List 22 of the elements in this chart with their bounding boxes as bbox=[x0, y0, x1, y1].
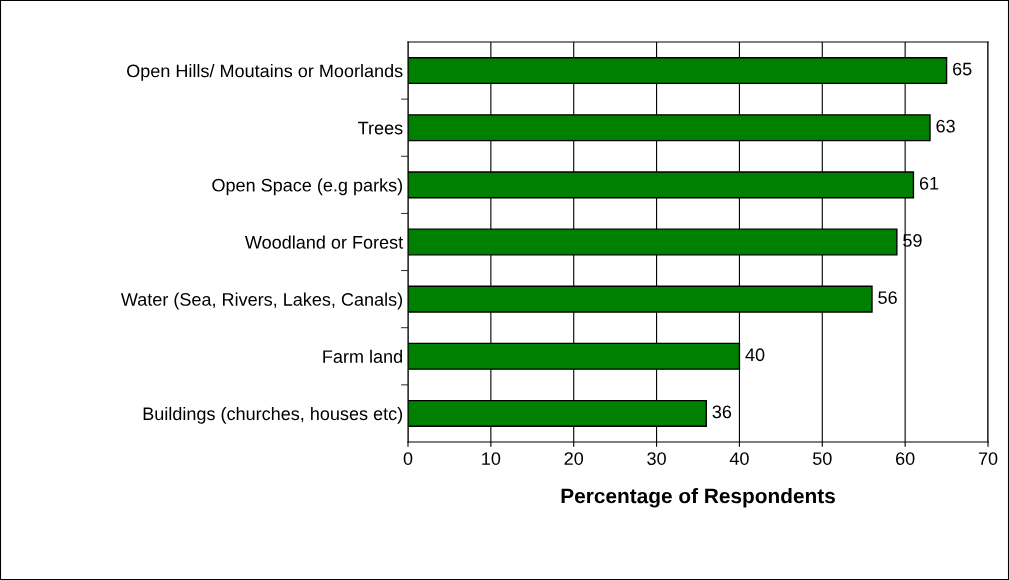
x-tick-label: 40 bbox=[729, 452, 749, 465]
data-label: 63 bbox=[936, 119, 955, 133]
data-label: 61 bbox=[919, 176, 939, 190]
y-tick-label: Woodland or Forest bbox=[244, 235, 404, 249]
x-tick-label: 20 bbox=[564, 452, 584, 465]
data-label: 56 bbox=[878, 291, 897, 304]
data-label: 36 bbox=[712, 405, 732, 419]
x-tick-label: 70 bbox=[978, 452, 998, 465]
x-tick-label: 50 bbox=[812, 452, 832, 465]
data-label: 65 bbox=[953, 62, 972, 76]
y-tick-label: Open Hills/ Moutains or Moorlands bbox=[127, 64, 403, 81]
x-tick-label: 30 bbox=[647, 452, 666, 465]
y-tick-label: Open Space (e.g parks) bbox=[212, 178, 403, 196]
x-tick-label: 10 bbox=[482, 452, 501, 465]
x-tick-label: 0 bbox=[403, 452, 413, 465]
y-tick-label: Farm land bbox=[323, 349, 402, 364]
y-tick-label: Water (Sea, Rivers, Lakes, Canals) bbox=[120, 292, 403, 310]
x-tick-label: 60 bbox=[896, 452, 915, 465]
y-tick-label: Trees bbox=[358, 121, 403, 135]
x-axis-title: Percentage of Respondents bbox=[561, 488, 835, 508]
y-tick-label: Buildings (churches, houses etc) bbox=[143, 406, 403, 424]
data-label: 40 bbox=[745, 348, 765, 362]
